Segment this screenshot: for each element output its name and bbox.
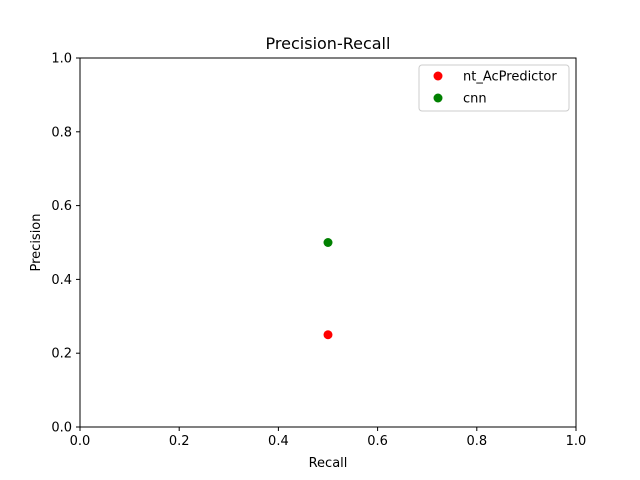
x-tick-label: 1.0 <box>566 434 587 449</box>
x-tick-label: 0.4 <box>268 434 289 449</box>
legend-box <box>418 64 570 112</box>
legend-label: nt_AcPredictor <box>463 70 557 85</box>
x-axis-label: Recall <box>309 456 348 471</box>
y-tick-label: 1.0 <box>51 52 72 67</box>
x-tick-label: 0.2 <box>169 434 190 449</box>
legend-label: cnn <box>463 92 487 107</box>
y-tick-label: 0.6 <box>51 199 72 214</box>
x-tick-label: 0.6 <box>367 434 388 449</box>
data-points <box>323 238 333 340</box>
x-axis-ticks: 0.0 0.2 0.4 0.6 0.8 1.0 <box>70 427 587 449</box>
y-tick-label: 0.8 <box>51 125 72 140</box>
y-tick-label: 0.4 <box>51 273 72 288</box>
legend-marker <box>433 71 443 81</box>
x-tick-label: 0.8 <box>466 434 487 449</box>
chart-title: Precision-Recall <box>266 34 391 53</box>
scatter-point-nt-acpredictor <box>323 330 333 340</box>
x-tick-label: 0.0 <box>70 434 91 449</box>
y-tick-label: 0.2 <box>51 347 72 362</box>
scatter-point-cnn <box>323 238 333 247</box>
legend-marker <box>433 93 443 103</box>
y-tick-label: 0.0 <box>51 421 72 436</box>
y-axis-ticks: 0.0 0.2 0.4 0.6 0.8 1.0 <box>51 52 80 436</box>
y-axis-label: Precision <box>29 213 44 271</box>
